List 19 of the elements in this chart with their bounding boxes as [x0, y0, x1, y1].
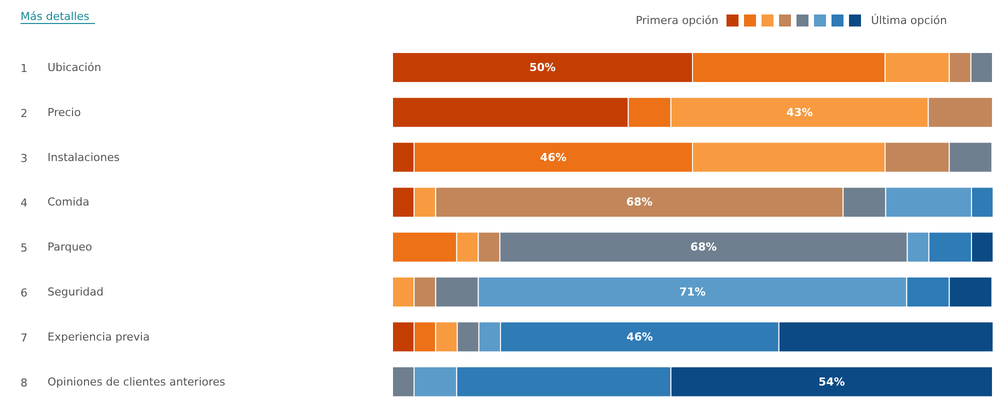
category-label: 5 Parqueo [20, 240, 92, 255]
data-label: 43% [786, 106, 813, 119]
category-label: 6 Seguridad [20, 286, 104, 300]
category-label: 3 Instalaciones [20, 150, 120, 165]
category-label: 8 Opiniones de clientes anteriores [20, 375, 226, 390]
category-label: 1 Ubicación [20, 61, 102, 75]
data-label: 71% [679, 286, 706, 298]
data-label: 54% [818, 375, 845, 388]
data-label: 68% [690, 240, 717, 254]
category-label: 7 Experiencia previa [20, 330, 150, 344]
data-label: 68% [626, 196, 653, 209]
legend-label: Última opción [871, 13, 947, 27]
text: Más detalles [20, 10, 90, 23]
category-label: 2 Precio [20, 106, 81, 120]
text: Primera opción [636, 14, 719, 27]
data-label: 50% [529, 61, 556, 74]
data-label: 46% [626, 330, 653, 344]
data-label: 46% [540, 150, 566, 164]
category-label: 4 Comida [20, 196, 90, 210]
